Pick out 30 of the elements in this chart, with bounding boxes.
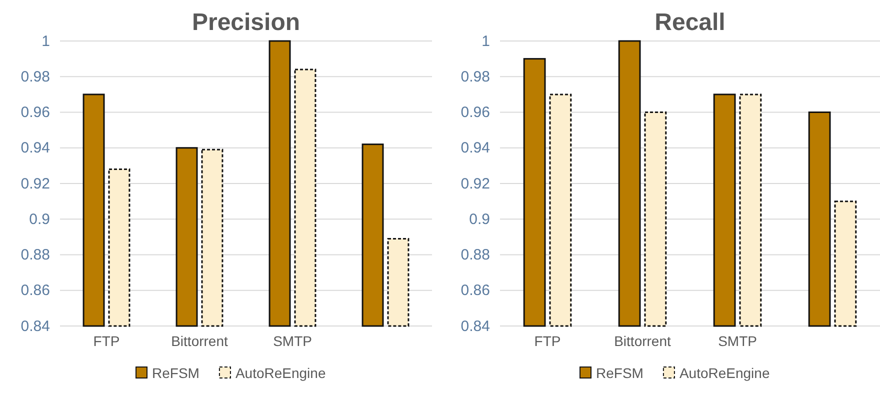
- y-tick-label: 0.86: [460, 282, 490, 300]
- y-tick-label: 0.84: [460, 318, 490, 335]
- chart-title: Precision: [192, 9, 300, 36]
- x-tick-label: FTP: [93, 332, 120, 349]
- y-tick-label: 0.9: [29, 210, 50, 228]
- legend-label: AutoReEngine: [679, 365, 770, 381]
- y-tick-label: 0.98: [20, 68, 50, 86]
- y-tick-label: 0.94: [460, 140, 490, 157]
- y-tick-label: 0.94: [20, 140, 50, 157]
- x-tick-label: SMTP: [718, 332, 757, 349]
- legend-label: ReFSM: [152, 365, 200, 381]
- y-tick-label: 0.92: [20, 175, 50, 192]
- chart-title: Recall: [654, 9, 726, 36]
- legend-label: ReFSM: [596, 365, 644, 381]
- y-tick-label: 0.88: [460, 246, 490, 264]
- y-tick-label: 0.92: [460, 175, 490, 192]
- x-tick-label: SMTP: [273, 332, 312, 349]
- y-tick-label: 0.96: [20, 104, 50, 122]
- y-tick-label: 0.84: [20, 318, 50, 335]
- y-tick-label: 0.96: [460, 104, 490, 122]
- y-tick-label: 1: [42, 32, 50, 50]
- y-tick-label: 0.88: [20, 246, 50, 264]
- legend-label: AutoReEngine: [235, 365, 326, 381]
- y-tick-label: 0.86: [20, 282, 50, 300]
- y-tick-label: 0.9: [469, 210, 490, 228]
- y-tick-label: 1: [482, 32, 490, 50]
- x-tick-label: FTP: [534, 332, 561, 349]
- x-tick-label: Bittorrent: [614, 332, 672, 349]
- y-tick-label: 0.98: [460, 68, 490, 86]
- x-tick-label: Bittorrent: [171, 332, 228, 349]
